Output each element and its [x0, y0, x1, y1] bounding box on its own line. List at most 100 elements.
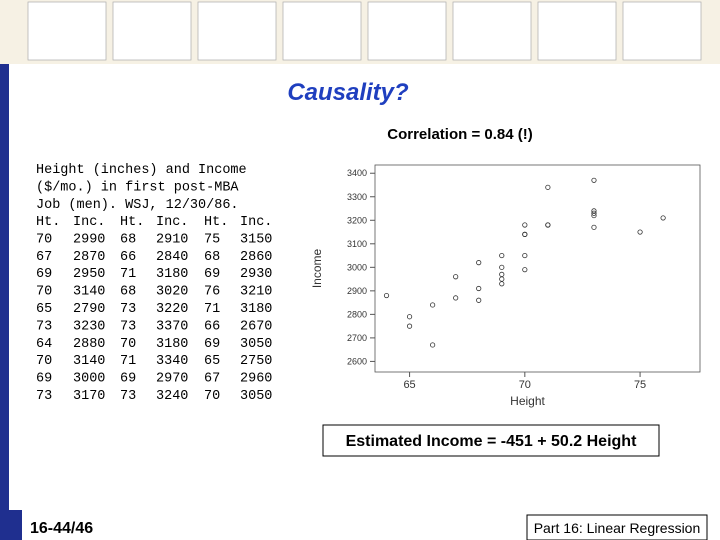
table-header: Inc. — [240, 215, 272, 230]
table-cell: 70 — [36, 354, 52, 369]
point — [406, 323, 413, 329]
point — [522, 231, 528, 237]
y-tick-label: 3100 — [347, 239, 367, 249]
y-tick-label: 3000 — [347, 262, 367, 272]
table-cell: 3180 — [240, 302, 272, 317]
table-header: Ht. — [204, 215, 228, 230]
thumbnails — [27, 1, 702, 61]
table-cell: 2990 — [73, 232, 105, 247]
equation: Estimated Income = -451 + 50.2 Height — [346, 433, 637, 450]
point — [591, 210, 597, 216]
x-axis-label: Height — [510, 394, 545, 408]
point — [545, 184, 551, 190]
point — [453, 274, 459, 280]
corner-block — [0, 510, 22, 540]
table-cell: 3220 — [156, 302, 188, 317]
point — [476, 285, 482, 292]
table-header: Inc. — [156, 215, 188, 230]
table-cell: 3050 — [240, 337, 272, 352]
table-cell: 73 — [120, 319, 136, 334]
point — [591, 224, 597, 230]
point — [522, 252, 528, 259]
table-cell: 2870 — [73, 250, 105, 265]
table-header: Ht. — [36, 215, 60, 230]
table-cell: 3000 — [73, 372, 105, 387]
y-tick-label: 3200 — [347, 215, 367, 225]
table-cell: 3230 — [73, 319, 105, 334]
point — [499, 271, 505, 277]
description-line: ($/mo.) in first post-MBA — [36, 180, 239, 195]
y-tick-label: 3400 — [347, 168, 367, 178]
point — [499, 252, 505, 259]
table-cell: 2860 — [240, 250, 272, 265]
table-cell: 65 — [36, 302, 52, 317]
point — [453, 295, 459, 301]
table-cell: 71 — [120, 354, 136, 369]
table-cell: 3180 — [156, 267, 188, 282]
table-cell: 2950 — [73, 267, 105, 282]
table-cell: 66 — [120, 250, 136, 265]
table-cell: 65 — [204, 354, 220, 369]
description: Height (inches) and Income ($/mo.) in fir… — [36, 163, 247, 213]
table-cell: 2880 — [73, 337, 105, 352]
table-cell: 2750 — [240, 354, 272, 369]
table-cell: 3140 — [73, 285, 105, 300]
table-cell: 66 — [204, 319, 220, 334]
x-tick-label: 70 — [519, 379, 531, 391]
table-cell: 68 — [120, 285, 136, 300]
point — [591, 177, 597, 183]
left-bar — [0, 64, 9, 540]
y-tick-label: 2600 — [347, 356, 367, 366]
table-cell: 68 — [120, 232, 136, 247]
point — [522, 222, 528, 228]
y-tick-label: 2900 — [347, 286, 367, 296]
table-cell: 69 — [204, 337, 220, 352]
table-cell: 76 — [204, 285, 220, 300]
description-line: Job (men). WSJ, 12/30/86. — [36, 198, 239, 213]
table-cell: 3050 — [240, 389, 272, 404]
point — [430, 302, 436, 308]
point — [406, 314, 413, 320]
table-cell: 73 — [120, 302, 136, 317]
table-cell: 3210 — [240, 285, 272, 300]
point — [637, 229, 643, 235]
table-cell: 2970 — [156, 372, 188, 387]
table-cell: 70 — [36, 232, 52, 247]
point — [499, 281, 505, 287]
section-label: Part 16: Linear Regression — [534, 520, 701, 536]
plot-frame — [374, 164, 701, 373]
point — [476, 260, 482, 266]
table-cell: 3180 — [156, 337, 188, 352]
table-cell: 3240 — [156, 389, 188, 404]
x-tick-label: 65 — [403, 379, 415, 391]
y-tick-label: 3300 — [347, 192, 367, 202]
table-cell: 69 — [36, 372, 52, 387]
table-cell: 2840 — [156, 250, 188, 265]
table-cell: 2790 — [73, 302, 105, 317]
y-axis-label: Income — [310, 249, 324, 289]
table-cell: 3370 — [156, 319, 188, 334]
table-cell: 2930 — [240, 267, 272, 282]
table-header: Ht. — [120, 215, 144, 230]
point — [660, 215, 666, 221]
table-cell: 3340 — [156, 354, 188, 369]
y-tick-label: 2700 — [347, 333, 367, 343]
point — [522, 267, 528, 273]
table-cell: 64 — [36, 337, 52, 352]
page-number: 16-44/46 — [30, 520, 93, 537]
slide-title: Causality? — [287, 79, 409, 106]
scatter-chart: 2600 2700 2800 2900 3000 3100 3200 3300 3400 65 70… — [310, 164, 701, 408]
table-cell: 73 — [36, 389, 52, 404]
table-cell: 73 — [120, 389, 136, 404]
table-cell: 71 — [204, 302, 220, 317]
subtitle: Correlation = 0.84 (!) — [387, 126, 532, 143]
table-cell: 70 — [36, 285, 52, 300]
point — [476, 297, 482, 303]
table-cell: 2670 — [240, 319, 272, 334]
point — [383, 292, 390, 299]
table-cell: 71 — [120, 267, 136, 282]
table-cell: 70 — [204, 389, 220, 404]
table-cell: 75 — [204, 232, 220, 247]
point — [591, 208, 597, 214]
